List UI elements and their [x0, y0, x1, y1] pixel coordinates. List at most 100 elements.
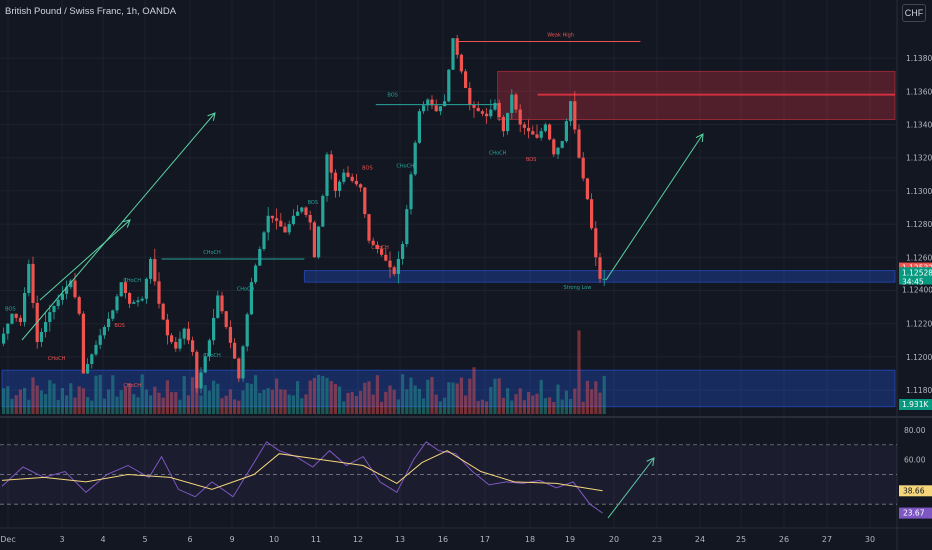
- volume-bar: [602, 375, 606, 414]
- rsi-value-label: 38.66: [903, 486, 925, 495]
- candle-body: [497, 102, 501, 118]
- candle-body: [338, 181, 342, 191]
- candle-body: [359, 184, 363, 188]
- candle-body: [77, 297, 81, 314]
- volume-bar: [342, 401, 346, 414]
- x-tick-label: Dec: [0, 535, 15, 544]
- volume-bar: [510, 400, 514, 414]
- structure-label: CHoCH: [203, 250, 221, 256]
- candle-body: [602, 278, 606, 280]
- currency-button[interactable]: CHF: [902, 4, 926, 22]
- candle-body: [270, 215, 274, 219]
- volume-bar: [262, 389, 266, 414]
- volume-bar: [573, 388, 577, 414]
- structure-label: BOS: [387, 92, 397, 98]
- candle-body: [350, 176, 354, 181]
- y-tick-label: 1.11800: [906, 386, 932, 395]
- volume-bar: [14, 395, 18, 414]
- volume-bar: [527, 392, 531, 414]
- volume-bar: [65, 395, 69, 414]
- candle-body: [430, 99, 434, 106]
- volume-bar: [548, 397, 552, 414]
- volume-bar: [237, 400, 241, 414]
- candle-body: [102, 327, 106, 336]
- candle-body: [149, 258, 153, 279]
- volume-bar: [472, 367, 476, 414]
- y-tick-label: 1.12000: [906, 353, 932, 362]
- candle-body: [573, 101, 577, 130]
- candle-body: [535, 134, 539, 138]
- rsi-value-box: [899, 485, 932, 497]
- volume-bar: [18, 389, 22, 414]
- structure-label: CHoCH: [123, 278, 141, 284]
- volume-bar: [86, 397, 90, 414]
- candle-body: [136, 300, 140, 303]
- demand-zone: [1, 369, 896, 408]
- volume-label: 1.931K: [902, 400, 929, 409]
- volume-bar: [182, 376, 186, 414]
- volume-bar: [354, 395, 358, 414]
- candle-body: [426, 99, 430, 106]
- candle-body: [44, 322, 48, 332]
- candle-body: [199, 372, 203, 389]
- candle-body: [405, 209, 409, 245]
- volume-bar: [291, 395, 295, 414]
- volume-bar: [430, 376, 434, 414]
- volume-bar: [506, 388, 510, 414]
- volume-bar: [52, 383, 56, 414]
- volume-bar: [199, 395, 203, 414]
- volume-bar: [531, 395, 535, 414]
- volume-bar: [350, 391, 354, 414]
- trend-arrow: [39, 219, 131, 301]
- volume-bar: [438, 401, 442, 414]
- candle-body: [455, 38, 459, 55]
- x-tick-label: 20: [609, 535, 619, 544]
- x-tick-label: 5: [142, 535, 147, 544]
- volume-bar: [186, 395, 190, 414]
- candle-body: [153, 258, 157, 282]
- volume-bar: [417, 388, 421, 414]
- volume-bar: [371, 394, 375, 414]
- x-tick-label: 23: [652, 535, 662, 544]
- volume-bar: [27, 399, 31, 414]
- volume-bar: [228, 389, 232, 414]
- structure-label: CHoCH: [123, 383, 141, 389]
- volume-bar: [577, 330, 581, 414]
- candle-body: [237, 358, 241, 379]
- volume-bar: [77, 386, 81, 414]
- volume-bar: [6, 386, 10, 414]
- volume-bar: [308, 380, 312, 414]
- x-tick-label: 11: [311, 535, 321, 544]
- candle-body: [594, 228, 598, 258]
- candle-body: [560, 141, 564, 148]
- candle-body: [447, 69, 451, 102]
- structure-label: BOS: [362, 165, 372, 171]
- candle-body: [317, 226, 321, 258]
- volume-bar: [581, 401, 585, 414]
- volume-bar: [539, 379, 543, 414]
- candle-body: [464, 71, 468, 88]
- volume-bar: [157, 392, 161, 414]
- volume-bar: [535, 393, 539, 414]
- candle-body: [228, 327, 232, 343]
- volume-bar: [258, 392, 262, 414]
- candle-body: [195, 351, 199, 389]
- candle-body: [434, 105, 438, 112]
- x-tick-label: 19: [565, 535, 575, 544]
- x-tick-label: 24: [695, 535, 705, 544]
- candle-body: [186, 328, 190, 341]
- trend-arrow-head: [695, 133, 704, 143]
- candle-body: [308, 214, 312, 223]
- volume-bar: [321, 376, 325, 414]
- x-tick-label: 10: [269, 535, 279, 544]
- candle-body: [279, 220, 283, 227]
- candle-body: [518, 109, 522, 125]
- candle-body: [363, 187, 367, 215]
- candle-body: [157, 281, 161, 304]
- volume-bar: [384, 391, 388, 414]
- trend-arrow: [607, 457, 655, 519]
- x-tick-label: 25: [736, 535, 746, 544]
- volume-bar: [56, 399, 60, 414]
